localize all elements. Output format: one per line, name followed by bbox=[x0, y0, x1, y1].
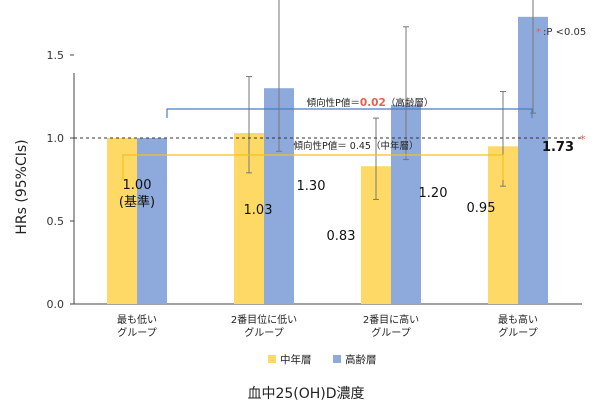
significance-note-marker: * bbox=[536, 27, 541, 38]
x-category-label: 2番目に高いグループ bbox=[363, 313, 419, 339]
trend-brackets: 傾向性P値＝0.02（高齢層） 傾向性P値＝ 0.45（中年層） bbox=[122, 97, 533, 180]
significance-asterisk: * bbox=[580, 133, 586, 146]
x-category-label: 最も低いグループ bbox=[117, 313, 157, 339]
bar bbox=[137, 138, 167, 304]
legend-label: 高齢層 bbox=[345, 353, 377, 366]
significance-note-text: :P <0.05 bbox=[543, 27, 586, 38]
y-tick-label: 0.0 bbox=[47, 298, 65, 311]
y-tick-label: 0.5 bbox=[47, 215, 65, 228]
x-axis-title: 血中25(OH)D濃度 bbox=[247, 386, 364, 402]
data-label: 1.00 (基準) bbox=[119, 178, 155, 210]
data-label: 1.73 bbox=[542, 140, 574, 155]
legend: 中年層 高齢層 bbox=[268, 353, 377, 366]
legend-label: 中年層 bbox=[280, 353, 312, 366]
x-category-labels: 最も低いグループ 2番目位に低いグループ 2番目に高いグループ 最も高いグループ bbox=[117, 313, 538, 339]
data-label: 1.30 bbox=[297, 179, 326, 194]
data-label: 1.03 bbox=[244, 203, 273, 218]
trend-label-elderly: 傾向性P値＝0.02（高齢層） bbox=[307, 97, 434, 109]
data-labels: 1.00 (基準) 1.03 0.83 0.95 1.30 1.20 1.73 * bbox=[119, 133, 586, 244]
trend-label-middle: 傾向性P値＝ 0.45（中年層） bbox=[294, 140, 419, 152]
data-label: 1.20 bbox=[419, 186, 448, 201]
trend-bracket-middle bbox=[122, 154, 504, 180]
legend-swatch bbox=[268, 355, 276, 363]
trend-p-value-elderly: 0.02 bbox=[360, 97, 386, 109]
data-label: 0.83 bbox=[327, 229, 356, 244]
trend-bracket-elderly bbox=[166, 108, 533, 118]
legend-swatch bbox=[333, 355, 341, 363]
data-label: 0.95 bbox=[467, 201, 496, 216]
x-category-label: 2番目位に低いグループ bbox=[231, 313, 297, 339]
y-tick-label: 1.5 bbox=[47, 49, 65, 62]
significance-note: * :P <0.05 bbox=[536, 27, 586, 38]
bars bbox=[107, 16, 548, 304]
x-category-label: 最も高いグループ bbox=[498, 313, 538, 339]
y-tick-label: 1.0 bbox=[47, 132, 65, 145]
y-axis-title: HRs (95%CIs) bbox=[14, 139, 30, 234]
bar bbox=[107, 138, 137, 304]
